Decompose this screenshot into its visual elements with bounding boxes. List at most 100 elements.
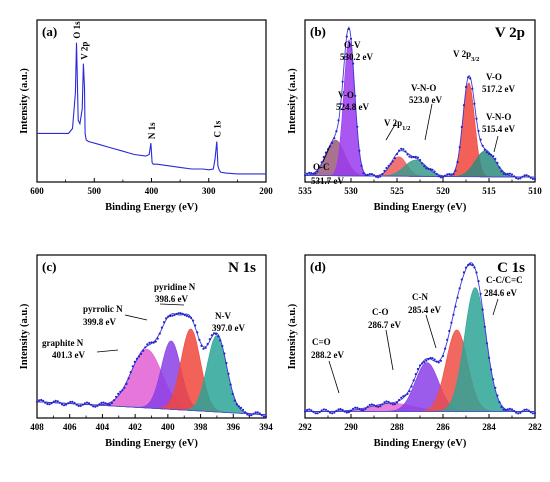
x-tick-label: 282 — [528, 422, 542, 432]
data-point — [496, 394, 499, 397]
data-point — [206, 342, 209, 346]
data-point — [437, 175, 440, 178]
data-point — [504, 173, 507, 176]
data-point — [393, 157, 396, 160]
data-point — [464, 266, 468, 269]
data-point — [433, 358, 436, 361]
data-point — [167, 315, 170, 318]
data-point — [410, 385, 413, 388]
data-point — [185, 314, 188, 317]
data-point — [441, 354, 445, 358]
data-point — [481, 144, 484, 147]
data-point — [117, 392, 120, 395]
data-point — [431, 168, 434, 171]
data-point — [131, 365, 134, 368]
data-point — [429, 168, 432, 171]
data-point — [210, 334, 213, 337]
data-point — [335, 130, 338, 133]
data-point — [322, 408, 325, 411]
data-point — [333, 137, 336, 140]
data-point — [239, 406, 243, 409]
leader-pyrrolic — [124, 314, 148, 321]
raw-data-points — [303, 27, 537, 180]
data-point — [169, 314, 172, 318]
data-point — [427, 358, 430, 361]
leader-vno-515 — [493, 135, 499, 153]
panel-b: 535 530 525 520 515 510 Binding Energy (eV) Int… — [287, 19, 542, 213]
data-point — [391, 403, 394, 406]
leader-co — [385, 329, 394, 371]
data-point — [414, 373, 417, 376]
data-point — [171, 314, 174, 317]
subscript: 1/2 — [402, 125, 410, 132]
peak-label: V 2p — [79, 42, 89, 60]
data-point — [389, 162, 392, 165]
survey-spectrum-line — [37, 42, 266, 175]
data-point — [490, 368, 493, 371]
data-point — [264, 415, 268, 418]
data-point — [142, 349, 145, 352]
data-point — [333, 411, 336, 414]
data-point — [519, 411, 522, 414]
data-point — [129, 371, 132, 374]
data-point — [435, 172, 438, 175]
data-point — [254, 411, 257, 414]
data-point — [435, 360, 438, 363]
data-point — [347, 27, 350, 31]
x-tick-label: 600 — [30, 186, 44, 196]
data-point — [467, 264, 470, 267]
data-point — [414, 155, 417, 158]
x-tick-label: 394 — [259, 422, 273, 432]
data-point — [456, 161, 459, 164]
data-point — [312, 172, 315, 175]
data-point — [337, 119, 340, 122]
data-point — [406, 153, 409, 156]
data-point — [450, 321, 453, 324]
y-axis-title: Intensity (a.u.) — [287, 68, 298, 134]
data-point — [500, 170, 503, 173]
data-point — [343, 410, 346, 413]
data-point — [58, 401, 62, 404]
y-axis-title: Intensity (a.u.) — [19, 303, 30, 369]
data-point — [508, 407, 511, 410]
annotation-graphite: graphite N — [42, 338, 84, 348]
data-point — [366, 405, 369, 408]
annotation-cc-energy: 284.6 eV — [484, 288, 517, 298]
data-point — [368, 173, 371, 176]
data-point — [42, 399, 45, 402]
data-point — [73, 401, 76, 405]
data-point — [521, 410, 524, 413]
data-point — [110, 401, 113, 405]
data-point — [475, 117, 478, 120]
data-point — [162, 321, 166, 324]
data-point — [485, 342, 488, 345]
data-point — [98, 403, 101, 406]
data-point — [523, 408, 526, 411]
x-tick-label: 408 — [30, 422, 44, 432]
annotation-pyridine-energy: 398.6 eV — [155, 294, 188, 304]
data-point — [458, 146, 461, 149]
data-point — [160, 326, 163, 329]
annotation-pyrrolic: pyrrolic N — [83, 304, 123, 314]
raw-data-points — [303, 263, 537, 415]
data-point — [412, 155, 415, 159]
peak-label: N 1s — [147, 122, 157, 139]
panel-label: (a) — [42, 24, 57, 39]
data-point — [429, 356, 432, 360]
data-point — [339, 408, 342, 411]
data-point — [202, 347, 205, 350]
data-point — [527, 409, 530, 412]
data-point — [446, 173, 449, 176]
data-point — [485, 151, 488, 154]
leader-v2p12 — [385, 122, 397, 141]
data-point — [506, 172, 509, 175]
annotation-oc-energy: 531.7 eV — [311, 176, 344, 186]
annotation-vo-517-energy: 517.2 eV — [482, 84, 515, 94]
annotation-c-double-o: C=O — [312, 337, 331, 347]
data-point — [314, 412, 317, 415]
y-axis-title: Intensity (a.u.) — [287, 303, 298, 369]
data-point — [112, 399, 116, 402]
data-point — [46, 402, 49, 406]
data-point — [341, 408, 344, 412]
